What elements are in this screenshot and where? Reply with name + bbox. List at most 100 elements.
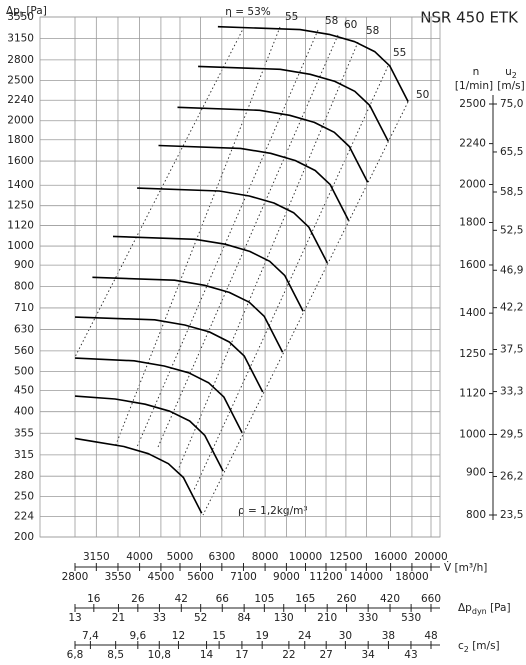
c2-tick-label: 7,4: [82, 630, 99, 642]
y-tick-label: 250: [14, 491, 34, 503]
y-tick-label: 2500: [7, 74, 34, 86]
dp-dyn-tick-label: 13: [68, 612, 81, 624]
y-tick-label: 1400: [7, 179, 34, 191]
dp-dyn-tick-label: 21: [112, 612, 125, 624]
c2-tick-label: 34: [361, 649, 375, 661]
y-tick-label: 200: [14, 531, 34, 543]
c2-tick-label: 27: [320, 649, 333, 661]
y-tick-label: 1120: [7, 220, 34, 232]
dp-dyn-tick-label: 26: [131, 593, 145, 605]
n-tick-label: 1800: [459, 216, 486, 228]
u2-tick-label: 29,5: [500, 428, 523, 440]
y-axis-unit: [Pa]: [23, 5, 47, 17]
u2-tick-label: 52,5: [500, 224, 523, 236]
y-axis-sub: t: [20, 10, 23, 19]
c2-tick-label: 48: [424, 630, 437, 642]
x-tick-label: 20000: [414, 551, 447, 563]
dp-dyn-tick-label: 260: [337, 593, 357, 605]
c2-tick-label: 30: [339, 630, 352, 642]
y-tick-label: 1800: [7, 134, 34, 146]
c2-tick-label: 43: [404, 649, 417, 661]
y-axis-label: Δpt [Pa]: [6, 5, 47, 19]
dp-dyn-unit: [Pa]: [487, 602, 511, 614]
efficiency-label: 55: [393, 47, 406, 59]
efficiency-lines: [74, 26, 409, 516]
u2-tick-label: 42,2: [500, 302, 523, 314]
x-tick-label: 6300: [208, 551, 235, 563]
c2-tick-label: 15: [212, 630, 225, 642]
u2-tick-label: 75,0: [500, 98, 523, 110]
c2-tick-label: 22: [282, 649, 295, 661]
y-tick-label: 280: [14, 470, 34, 482]
chart-title: NSR 450 ETK: [420, 9, 519, 27]
n-tick-label: 2240: [459, 138, 486, 150]
fan-curve: [74, 357, 243, 434]
fan-curve: [74, 316, 264, 393]
dp-dyn-tick-label: 84: [237, 612, 251, 624]
y-tick-label: 315: [14, 449, 34, 461]
dp-dyn-tick-label: 66: [216, 593, 230, 605]
x-tick-label: 4000: [126, 551, 153, 563]
efficiency-label: 58: [366, 25, 379, 37]
u2-tick-label: 65,5: [500, 146, 523, 158]
y-tick-label: 560: [14, 345, 34, 357]
y-tick-label: 3150: [7, 33, 34, 45]
n-tick-label: 800: [466, 509, 486, 521]
efficiency-line: [114, 26, 281, 448]
fan-curve: [74, 437, 203, 514]
efficiency-label: 60: [344, 19, 357, 31]
y-tick-label: 355: [14, 427, 34, 439]
x-tick-label: 5600: [187, 571, 214, 583]
y-tick-label: 224: [14, 511, 34, 523]
dp-dyn-tick-label: 130: [274, 612, 294, 624]
fan-curve: [158, 144, 350, 221]
c2-tick-label: 14: [200, 649, 214, 661]
y-tick-label: 450: [14, 384, 34, 396]
n-tick-label: 1250: [459, 348, 486, 360]
dp-dyn-tick-label: 330: [358, 612, 378, 624]
c2-unit: [m/s]: [469, 640, 500, 652]
fan-curve: [112, 235, 304, 312]
x-tick-label: 7100: [230, 571, 257, 583]
u2-tick-label: 58,5: [500, 186, 523, 198]
c2-tick-label: 19: [255, 630, 268, 642]
x-tick-label: 10000: [289, 551, 322, 563]
density-note: ρ = 1,2kg/m³: [238, 505, 308, 517]
dp-dyn-axis-label: Δpdyn [Pa]: [458, 602, 511, 616]
dp-dyn-tick-label: 52: [194, 612, 207, 624]
efficiency-line: [193, 65, 389, 491]
y-tick-label: 2800: [7, 54, 34, 66]
fan-curve: [92, 276, 284, 353]
n-tick-label: 1000: [459, 429, 486, 441]
c2-axis-label: c2 [m/s]: [458, 640, 500, 654]
x-tick-label: 9000: [273, 571, 300, 583]
u2-tick-label: 37,5: [500, 343, 523, 355]
u2-tick-label: 46,9: [500, 264, 523, 276]
x-tick-label: 8000: [252, 551, 279, 563]
u2-tick-label: 33,3: [500, 386, 523, 398]
dp-dyn-sub: dyn: [472, 607, 487, 616]
x-tick-label: 2800: [62, 571, 89, 583]
y-tick-label: 1000: [7, 240, 34, 252]
x-tick-label: 11200: [309, 571, 342, 583]
y-tick-label: 630: [14, 324, 34, 336]
y-tick-label: 710: [14, 302, 34, 314]
y-axis-symbol: Δp: [6, 5, 20, 17]
y-tick-label: 800: [14, 280, 34, 292]
x-tick-label: 3550: [105, 571, 132, 583]
dp-dyn-tick-label: 105: [254, 593, 274, 605]
c2-tick-label: 8,5: [107, 649, 124, 661]
efficiency-line: [202, 101, 409, 516]
efficiency-label: 58: [325, 15, 338, 27]
c2-sub: 2: [464, 645, 469, 654]
x-tick-label: 12500: [329, 551, 362, 563]
u2-axis-label: u2: [505, 66, 517, 80]
c2-tick-label: 6,8: [67, 649, 84, 661]
n-tick-label: 1400: [459, 307, 486, 319]
dp-dyn-tick-label: 530: [401, 612, 421, 624]
efficiency-label: 55: [285, 11, 298, 23]
y-tick-label: 400: [14, 406, 34, 418]
dp-dyn-tick-label: 16: [87, 593, 101, 605]
n-axis-symbol: n: [473, 66, 480, 78]
x-axis-label: V̇ [m³/h]: [444, 561, 487, 574]
